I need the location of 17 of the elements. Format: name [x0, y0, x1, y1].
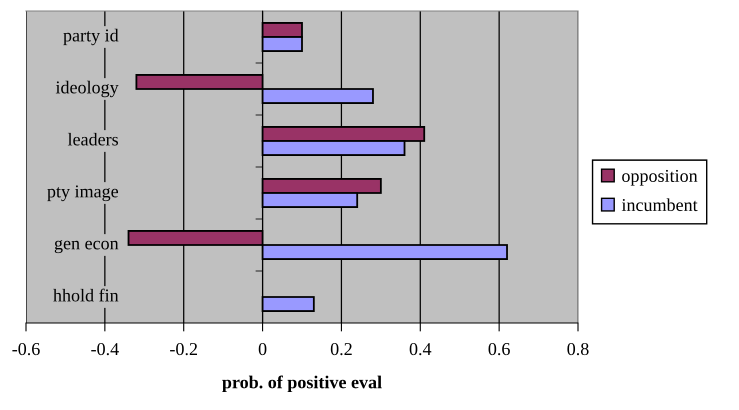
x-axis-title: prob. of positive eval: [222, 375, 382, 392]
y-tick-label: hhold fin: [53, 288, 118, 302]
x-tick-label: -0.2: [170, 342, 198, 356]
y-tick-label: party id: [63, 28, 118, 46]
y-tick-label: pty image: [47, 185, 118, 202]
y-tick-label: gen econ: [54, 240, 118, 254]
x-tick-label: 0: [258, 342, 266, 356]
x-tick-label: 0.8: [567, 342, 589, 356]
x-tick-label: 0.4: [410, 342, 432, 356]
legend-label: incumbent: [622, 198, 698, 212]
legend-label: opposition: [622, 170, 698, 186]
x-tick-label: 0.2: [330, 342, 352, 356]
x-tick-label: -0.4: [91, 342, 119, 356]
x-tick-label: -0.6: [12, 342, 40, 356]
x-tick-label: 0.6: [488, 342, 510, 356]
y-tick-label: ideology: [56, 80, 119, 98]
y-tick-label: leaders: [68, 132, 118, 146]
